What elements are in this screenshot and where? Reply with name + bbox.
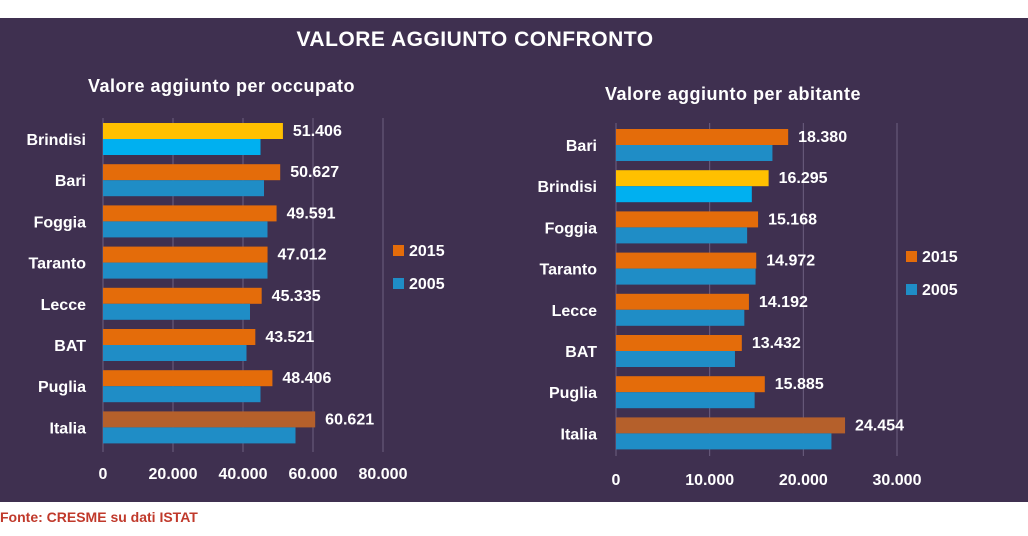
value-label: 51.406 <box>293 123 342 140</box>
bar-2005 <box>103 139 261 155</box>
value-label: 43.521 <box>265 329 314 346</box>
category-label: Foggia <box>34 214 87 231</box>
x-tick-label: 20.000 <box>149 466 198 483</box>
bar-2015 <box>616 293 749 310</box>
bar-2015 <box>103 370 273 387</box>
chart-title-left: Valore aggiunto per occupato <box>88 76 356 96</box>
bar-2005 <box>616 392 755 409</box>
bar-2005 <box>103 262 268 279</box>
legend-label: 2005 <box>922 282 958 299</box>
x-tick-label: 80.000 <box>359 466 408 483</box>
bar-2005 <box>103 345 247 361</box>
x-tick-label: 60.000 <box>289 466 338 483</box>
category-label: Taranto <box>540 262 598 279</box>
bar-2015 <box>616 170 769 187</box>
category-label: Italia <box>561 426 598 443</box>
value-label: 16.295 <box>779 170 828 187</box>
bar-2015 <box>103 123 283 139</box>
x-tick-label: 0 <box>99 466 108 483</box>
bar-2005 <box>616 145 773 161</box>
value-label: 48.406 <box>282 370 331 387</box>
category-label: Puglia <box>38 379 86 396</box>
legend-label: 2015 <box>409 243 445 260</box>
bar-2005 <box>616 227 748 244</box>
legend-swatch <box>906 251 917 262</box>
chart-title-right: Valore aggiunto per abitante <box>605 84 862 104</box>
legend-swatch <box>906 284 917 295</box>
value-label: 15.168 <box>768 211 817 228</box>
category-label: Lecce <box>41 297 86 314</box>
bar-2015 <box>103 164 281 181</box>
value-label: 24.454 <box>855 417 904 434</box>
legend-label: 2005 <box>409 276 445 293</box>
bar-2015 <box>103 411 316 428</box>
bar-2015 <box>103 205 277 222</box>
category-label: BAT <box>565 344 597 361</box>
x-tick-label: 30.000 <box>873 472 922 489</box>
legend-swatch <box>393 278 404 289</box>
bar-2015 <box>103 329 256 345</box>
bar-2005 <box>616 268 756 285</box>
value-label: 13.432 <box>752 335 801 352</box>
bar-2005 <box>616 433 832 450</box>
legend-swatch <box>393 245 404 256</box>
bar-2015 <box>103 246 268 263</box>
bar-2005 <box>616 351 735 367</box>
x-tick-label: 0 <box>612 472 621 489</box>
category-label: Bari <box>55 173 86 190</box>
value-label: 15.885 <box>775 376 824 393</box>
bar-2015 <box>616 417 846 434</box>
bar-2005 <box>103 386 261 403</box>
bar-2015 <box>616 376 765 393</box>
value-label: 60.621 <box>325 411 374 428</box>
category-label: Italia <box>50 420 87 437</box>
x-tick-label: 20.000 <box>779 472 828 489</box>
bar-2015 <box>616 129 789 145</box>
category-label: Lecce <box>552 303 597 320</box>
value-label: 14.972 <box>766 253 815 270</box>
bar-2015 <box>616 335 742 351</box>
bar-2005 <box>103 427 296 444</box>
bar-2015 <box>616 211 759 228</box>
category-label: BAT <box>54 338 86 355</box>
main-title: VALORE AGGIUNTO CONFRONTO <box>296 28 654 51</box>
bar-2005 <box>616 186 752 203</box>
x-tick-label: 40.000 <box>219 466 268 483</box>
source-note: Fonte: CRESME su dati ISTAT <box>0 509 198 525</box>
bar-2015 <box>616 252 757 269</box>
bar-2015 <box>103 287 262 304</box>
value-label: 50.627 <box>290 164 339 181</box>
category-label: Taranto <box>29 256 87 273</box>
value-label: 47.012 <box>278 247 327 264</box>
category-label: Bari <box>566 138 597 155</box>
category-label: Brindisi <box>537 179 597 196</box>
category-label: Puglia <box>549 385 597 402</box>
legend-label: 2015 <box>922 249 958 266</box>
value-label: 14.192 <box>759 294 808 311</box>
x-tick-label: 10.000 <box>685 472 734 489</box>
value-label: 18.380 <box>798 129 847 146</box>
value-label: 45.335 <box>272 288 321 305</box>
category-label: Brindisi <box>26 132 86 149</box>
bar-2005 <box>103 303 250 320</box>
value-label: 49.591 <box>287 205 336 222</box>
bar-2005 <box>616 309 745 326</box>
bar-2005 <box>103 221 268 238</box>
bar-2005 <box>103 180 264 197</box>
category-label: Foggia <box>545 220 598 237</box>
